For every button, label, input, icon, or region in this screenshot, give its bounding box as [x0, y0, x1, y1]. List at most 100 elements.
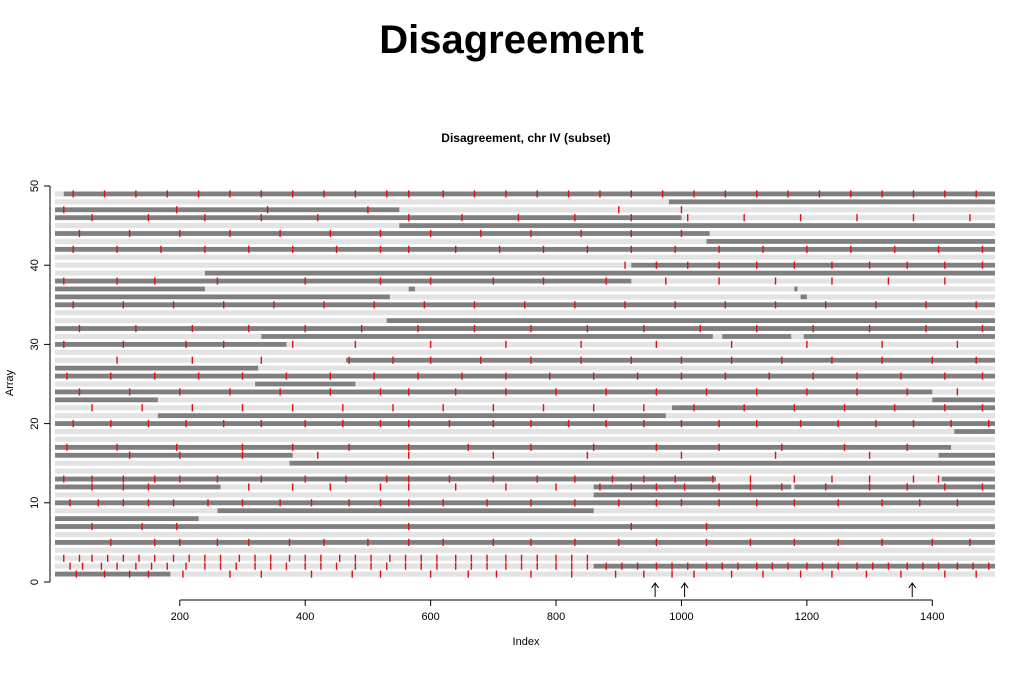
disagreement-mark — [78, 325, 81, 333]
disagreement-mark — [818, 190, 821, 198]
disagreement-mark — [630, 483, 632, 491]
disagreement-mark — [856, 372, 858, 380]
disagreement-mark — [806, 562, 808, 570]
disagreement-mark — [693, 570, 695, 578]
disagreement-mark — [260, 475, 263, 483]
row-stripe — [55, 262, 995, 268]
disagreement-mark — [455, 388, 457, 396]
disagreement-mark — [630, 356, 632, 364]
disagreement-mark — [455, 562, 457, 570]
dark-segment — [722, 334, 792, 339]
disagreement-mark — [103, 570, 106, 578]
disagreement-mark — [981, 261, 984, 269]
disagreement-mark — [197, 372, 200, 380]
disagreement-mark — [643, 404, 645, 412]
disagreement-mark — [229, 570, 231, 578]
disagreement-mark — [122, 301, 125, 309]
disagreement-mark — [248, 483, 250, 491]
disagreement-mark — [925, 325, 927, 333]
disagreement-mark — [756, 499, 758, 507]
disagreement-mark — [812, 325, 814, 333]
dark-segment — [794, 484, 995, 490]
disagreement-mark — [354, 562, 357, 570]
x-tick-label: 800 — [547, 611, 565, 623]
disagreement-mark — [310, 499, 313, 507]
disagreement-mark — [523, 301, 526, 309]
disagreement-mark — [893, 404, 896, 412]
disagreement-mark — [147, 483, 150, 491]
disagreement-mark — [771, 562, 774, 570]
disagreement-mark — [806, 245, 808, 253]
disagreement-mark — [981, 483, 984, 491]
disagreement-mark — [887, 277, 890, 285]
disagreement-mark — [555, 483, 557, 491]
disagreement-mark — [379, 388, 382, 396]
disagreement-mark — [793, 404, 796, 412]
disagreement-mark — [291, 483, 294, 491]
disagreement-mark — [555, 388, 557, 396]
disagreement-mark — [530, 356, 532, 364]
disagreement-mark — [436, 554, 438, 562]
disagreement-mark — [737, 562, 739, 570]
dark-segment — [408, 286, 415, 292]
disagreement-mark — [586, 554, 589, 562]
disagreement-mark — [185, 340, 187, 348]
disagreement-mark — [429, 340, 432, 348]
disagreement-mark — [542, 404, 545, 412]
dark-segment — [55, 215, 682, 221]
disagreement-mark — [718, 420, 720, 428]
disagreement-mark — [762, 570, 764, 578]
disagreement-mark — [270, 562, 272, 570]
disagreement-mark — [216, 277, 219, 285]
disagreement-mark — [486, 562, 488, 570]
disagreement-mark — [128, 229, 131, 238]
disagreement-mark — [254, 554, 256, 562]
disagreement-mark — [373, 301, 375, 309]
disagreement-mark — [705, 538, 708, 546]
disagreement-mark — [492, 420, 495, 428]
disagreement-mark — [530, 420, 532, 428]
row-stripe — [55, 207, 995, 213]
disagreement-mark — [555, 554, 557, 562]
disagreement-mark — [407, 475, 410, 483]
dark-segment — [55, 342, 262, 347]
disagreement-mark — [643, 475, 645, 483]
disagreement-mark — [517, 214, 520, 222]
disagreement-mark — [724, 190, 727, 198]
x-tick-label: 1200 — [795, 611, 819, 623]
disagreement-mark — [429, 570, 432, 578]
disagreement-mark — [248, 538, 250, 546]
disagreement-mark — [975, 570, 977, 578]
disagreement-mark — [574, 301, 576, 309]
disagreement-mark — [505, 562, 507, 570]
row-stripe — [55, 555, 995, 561]
dark-segment — [55, 516, 199, 522]
dark-segment — [794, 286, 798, 292]
disagreement-mark — [128, 570, 131, 578]
disagreement-mark — [505, 554, 507, 562]
disagreement-mark — [492, 277, 495, 285]
disagreement-mark — [442, 499, 444, 507]
disagreement-mark — [279, 499, 281, 507]
disagreement-mark — [407, 245, 410, 253]
disagreement-mark — [329, 388, 331, 396]
disagreement-mark — [756, 562, 758, 570]
y-tick-label: 30 — [29, 338, 41, 350]
disagreement-mark — [586, 451, 589, 459]
disagreement-mark — [72, 420, 74, 428]
disagreement-mark — [592, 404, 595, 412]
disagreement-mark — [781, 443, 783, 451]
disagreement-mark — [323, 538, 325, 546]
dark-segment — [55, 207, 400, 213]
dark-segment — [631, 262, 995, 268]
row-stripe — [55, 254, 995, 260]
disagreement-mark — [188, 554, 190, 562]
disagreement-mark — [611, 475, 614, 483]
dark-segment — [55, 476, 716, 482]
disagreement-mark — [407, 443, 410, 451]
disagreement-mark — [774, 277, 777, 285]
disagreement-mark — [630, 190, 632, 198]
disagreement-mark — [216, 538, 219, 546]
disagreement-mark — [72, 190, 74, 198]
disagreement-mark — [944, 190, 946, 198]
